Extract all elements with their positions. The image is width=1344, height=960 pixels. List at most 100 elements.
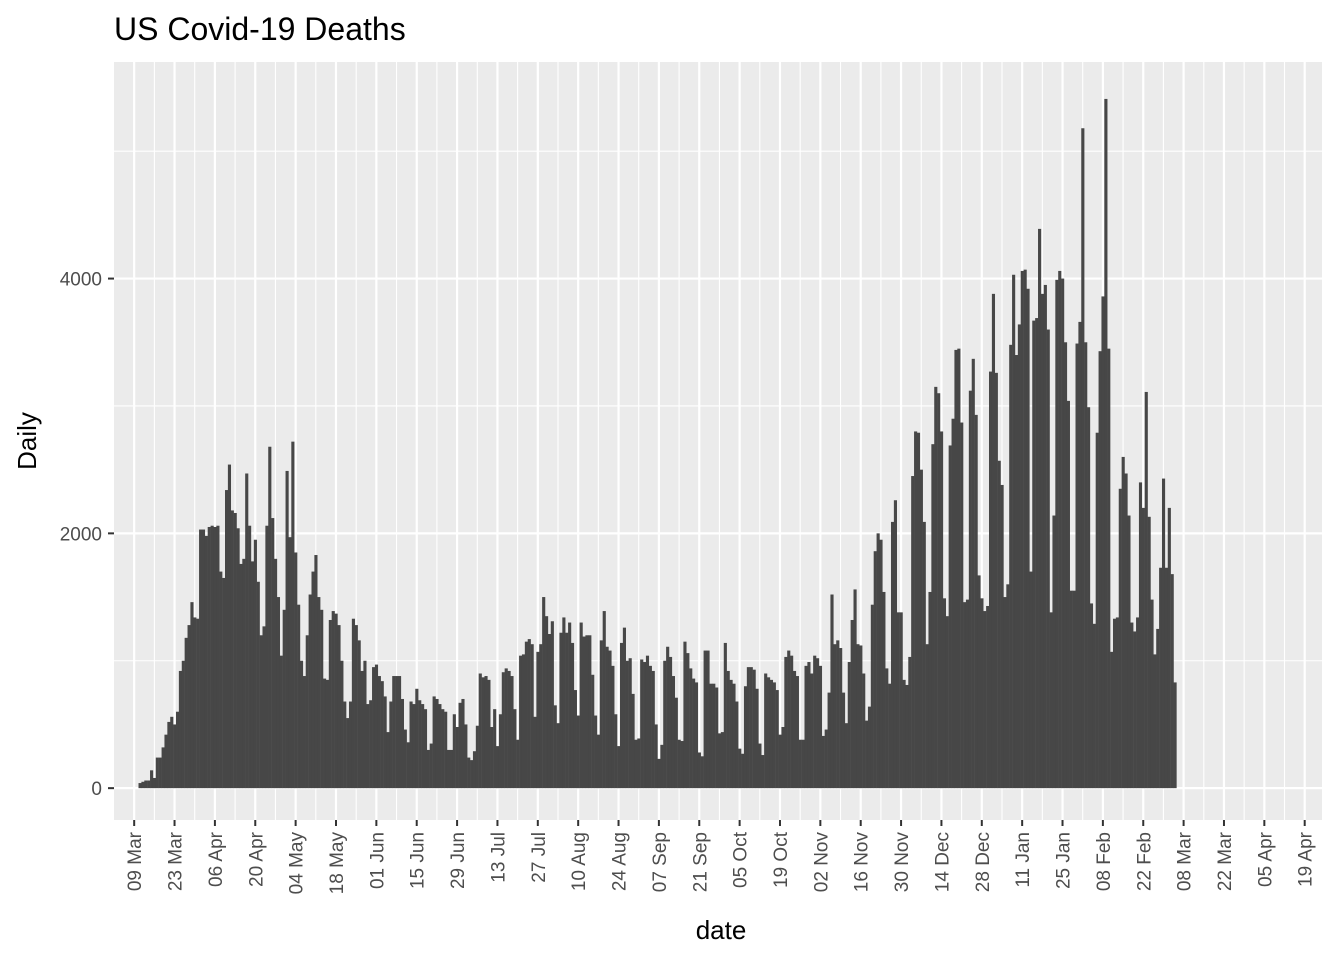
- bar: [435, 698, 439, 789]
- bar: [524, 641, 528, 789]
- bar: [225, 490, 229, 789]
- bar: [1049, 612, 1053, 789]
- bar: [354, 625, 358, 789]
- bar: [1040, 293, 1045, 789]
- bar: [539, 644, 543, 789]
- x-tick-label: 09 Mar: [125, 831, 146, 891]
- bar: [478, 673, 482, 789]
- bar: [1136, 617, 1140, 789]
- bar: [1023, 269, 1027, 789]
- bar: [175, 711, 180, 789]
- bar: [1058, 270, 1062, 789]
- bar: [383, 696, 387, 789]
- bar: [351, 618, 355, 789]
- bar: [1173, 682, 1177, 789]
- bar: [965, 599, 970, 789]
- bar: [769, 679, 774, 789]
- bar: [400, 698, 404, 789]
- bar: [305, 635, 309, 789]
- bar: [934, 386, 938, 789]
- bar: [294, 552, 298, 789]
- bar: [1147, 516, 1151, 789]
- bar: [792, 670, 797, 789]
- bar: [545, 616, 549, 789]
- bar: [977, 575, 981, 789]
- bar: [1038, 228, 1042, 789]
- x-tick-label: 21 Sep: [690, 832, 711, 892]
- bar: [1035, 318, 1039, 789]
- bar: [810, 673, 814, 789]
- bar: [879, 539, 883, 789]
- bar: [199, 529, 203, 789]
- bar: [573, 690, 577, 789]
- bar: [922, 521, 926, 789]
- bar: [928, 591, 932, 789]
- x-tick-label: 18 May: [327, 832, 348, 895]
- x-tick-label: 30 Nov: [892, 832, 913, 893]
- bar: [1098, 351, 1102, 789]
- bar: [668, 656, 673, 789]
- bar: [325, 679, 330, 789]
- bar: [813, 655, 817, 789]
- bar: [735, 701, 739, 789]
- bar: [703, 650, 707, 789]
- bars: [138, 98, 1177, 789]
- x-tick-label: 28 Dec: [973, 832, 994, 892]
- x-axis-title: date: [696, 915, 747, 945]
- bar: [795, 676, 799, 789]
- bar: [337, 625, 341, 789]
- bar: [1110, 651, 1114, 789]
- x-tick-label: 23 Mar: [166, 831, 187, 891]
- bar: [830, 594, 834, 789]
- bar: [389, 701, 393, 789]
- bar: [816, 658, 820, 789]
- bar: [1150, 599, 1154, 789]
- bar: [617, 746, 621, 789]
- bar: [821, 735, 825, 789]
- bar: [513, 709, 517, 789]
- bar: [1020, 270, 1024, 789]
- bar: [784, 656, 788, 789]
- bar: [994, 372, 998, 789]
- bar: [1153, 654, 1157, 789]
- bar: [1066, 400, 1070, 789]
- bar: [836, 640, 840, 789]
- bar: [807, 662, 811, 789]
- bar: [798, 739, 802, 789]
- bar: [596, 734, 601, 789]
- bar: [648, 665, 652, 789]
- bar: [242, 558, 246, 789]
- x-tick-label: 15 Jun: [408, 832, 429, 889]
- bar: [173, 724, 177, 789]
- bar: [732, 683, 736, 789]
- chart-title: US Covid-19 Deaths: [114, 11, 406, 47]
- x-tick-label: 22 Mar: [1215, 831, 1236, 891]
- bar: [521, 654, 526, 789]
- bar: [902, 679, 906, 789]
- bar: [1055, 279, 1059, 789]
- bar: [715, 687, 719, 789]
- bar: [487, 679, 491, 789]
- bar: [588, 635, 592, 789]
- bar: [619, 642, 624, 789]
- bar: [227, 464, 232, 789]
- bar: [331, 611, 335, 789]
- bar: [184, 637, 188, 789]
- bar: [945, 616, 949, 789]
- bar: [201, 529, 206, 789]
- bar: [314, 555, 318, 789]
- x-tick-label: 19 Apr: [1296, 831, 1317, 887]
- bar: [602, 611, 606, 789]
- bar: [781, 727, 785, 789]
- bar: [530, 644, 534, 789]
- bar: [974, 414, 978, 789]
- bar: [729, 679, 733, 789]
- bar: [712, 683, 716, 789]
- bar: [360, 670, 364, 789]
- bar: [983, 611, 987, 789]
- bar: [873, 551, 877, 789]
- bar: [1127, 515, 1131, 789]
- bar: [308, 594, 312, 789]
- bar: [1061, 278, 1065, 789]
- x-tick-label: 13 Jul: [488, 832, 509, 883]
